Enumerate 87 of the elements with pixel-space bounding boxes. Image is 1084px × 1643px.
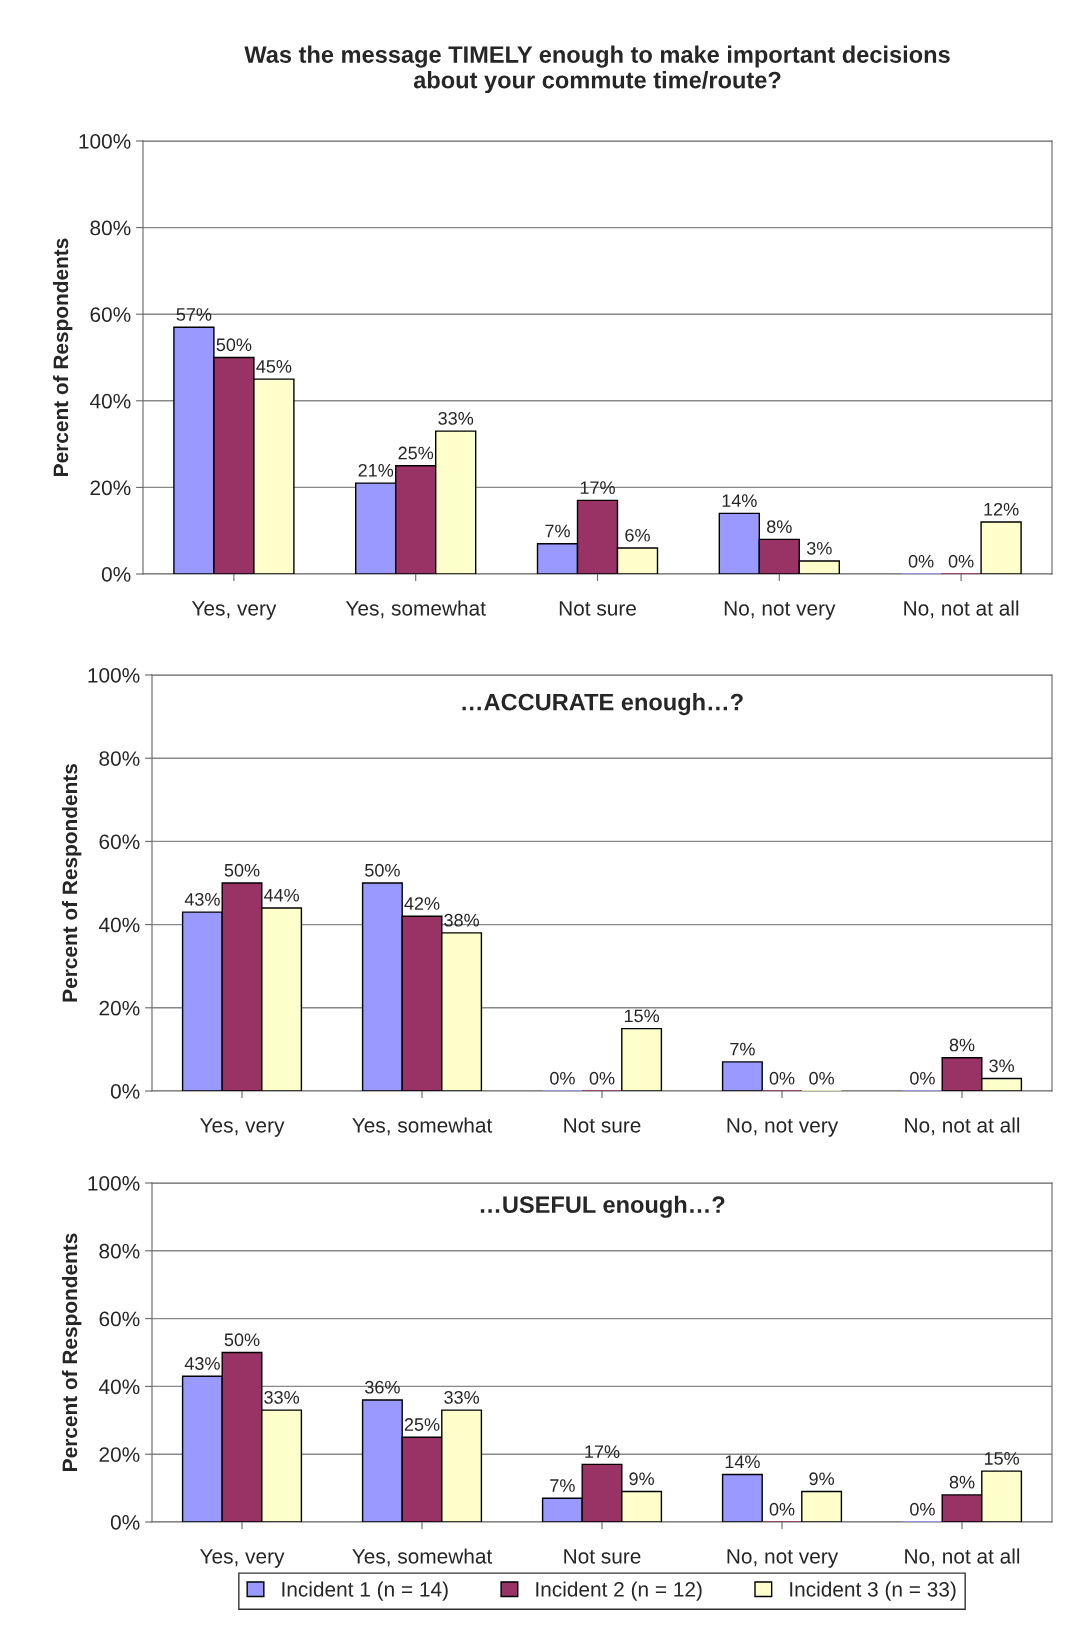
legend-label: Incident 2 (n = 12) (536, 1581, 702, 1601)
data-label: 44% (263, 888, 300, 902)
data-label: 43% (184, 892, 220, 906)
data-label: 33% (264, 1391, 300, 1404)
text: …ACCURATE enough…? (462, 693, 743, 716)
data-label: 9% (809, 1472, 835, 1486)
x-tick-label: No, not very (724, 601, 836, 620)
data-label: 33% (444, 1391, 480, 1404)
x-tick-label: Not sure (564, 1549, 641, 1564)
y-tick-label: 60% (99, 1311, 140, 1327)
data-label: 50% (224, 1333, 260, 1347)
data-label: 8% (767, 520, 792, 534)
data-label: 33% (438, 411, 474, 425)
data-label: 0% (769, 1071, 795, 1085)
y-tick-label: 80% (99, 1243, 140, 1259)
y-tick-label: 20% (90, 480, 131, 496)
data-label: 17% (580, 481, 615, 494)
data-label: 7% (730, 1042, 755, 1056)
data-label: 0% (908, 554, 934, 568)
data-label: 43% (184, 1357, 220, 1370)
data-label: 21% (358, 463, 394, 477)
y-tick-label: 20% (99, 1000, 140, 1016)
x-tick-label: No, not at all (905, 1117, 1020, 1136)
data-label: 0% (550, 1071, 575, 1085)
y-tick-label: 80% (99, 751, 140, 766)
data-label: 0% (809, 1071, 835, 1085)
legend-label: Incident 3 (n = 33) (790, 1581, 956, 1601)
y-tick-label: 0% (101, 567, 131, 582)
chart-title: Was the message TIMELY enough to make important decisions about your commute time/route? (244, 45, 950, 94)
legend-label: Incident 1 (n = 14) (282, 1581, 448, 1601)
y-tick-label: 100% (88, 668, 140, 683)
y-tick-label: 0% (110, 1084, 140, 1099)
x-tick-label: Yes, somewhat (345, 600, 486, 619)
data-label: 8% (949, 1038, 975, 1052)
data-label: 0% (948, 554, 974, 568)
y-tick-label: 40% (98, 1379, 140, 1395)
data-label: 14% (725, 1455, 760, 1469)
data-label: 12% (984, 502, 1019, 516)
y-tick-label: 60% (99, 834, 140, 850)
data-label: 7% (550, 1479, 575, 1492)
data-label: 50% (216, 338, 252, 352)
y-axis-title: Percent of Respondents (61, 764, 82, 1002)
data-label: 15% (624, 1009, 660, 1023)
x-tick-label: No, not very (727, 1118, 839, 1137)
data-label: 50% (224, 863, 260, 877)
y-tick-label: 40% (89, 393, 131, 409)
text: …USEFUL enough…? (480, 1195, 725, 1218)
x-tick-label: No, not at all (905, 1548, 1020, 1567)
data-label: 8% (949, 1475, 975, 1489)
data-label: 15% (984, 1452, 1020, 1465)
x-tick-label: Yes, very (199, 1118, 285, 1137)
y-axis-title: Percent of Respondents (52, 238, 73, 476)
data-label: 45% (256, 360, 292, 373)
data-label: 0% (769, 1502, 795, 1516)
x-tick-label: Yes, somewhat (352, 1548, 493, 1567)
y-tick-label: 20% (99, 1447, 140, 1462)
data-label: 0% (910, 1502, 935, 1516)
data-label: 36% (365, 1380, 400, 1394)
data-label: 7% (545, 524, 570, 538)
data-label: 6% (625, 528, 650, 542)
data-label: 17% (585, 1445, 620, 1458)
data-label: 9% (629, 1472, 655, 1486)
x-tick-label: Yes, very (191, 601, 277, 620)
y-tick-label: 100% (88, 1176, 140, 1191)
data-label: 3% (989, 1059, 1015, 1073)
data-label: 50% (365, 863, 400, 877)
data-label: 57% (176, 308, 212, 321)
y-tick-label: 0% (110, 1515, 140, 1530)
data-label: 0% (910, 1071, 935, 1085)
y-tick-label: 80% (90, 220, 131, 236)
x-tick-label: No, not at all (904, 600, 1019, 619)
x-tick-label: Yes, very (199, 1549, 285, 1568)
x-tick-label: Yes, somewhat (352, 1117, 493, 1136)
data-label: 3% (806, 541, 832, 555)
x-tick-label: Not sure (564, 1118, 641, 1133)
y-tick-label: 40% (98, 917, 140, 933)
data-label: 42% (404, 897, 440, 910)
x-tick-label: Not sure (559, 601, 636, 616)
x-tick-label: No, not very (727, 1549, 839, 1568)
data-label: 25% (398, 446, 434, 460)
y-tick-label: 60% (90, 307, 131, 322)
y-axis-title: Percent of Respondents (61, 1233, 82, 1471)
data-label: 0% (589, 1071, 615, 1085)
data-label: 25% (404, 1418, 440, 1431)
data-label: 14% (722, 494, 757, 507)
y-tick-label: 100% (79, 134, 131, 149)
data-label: 38% (444, 913, 480, 927)
